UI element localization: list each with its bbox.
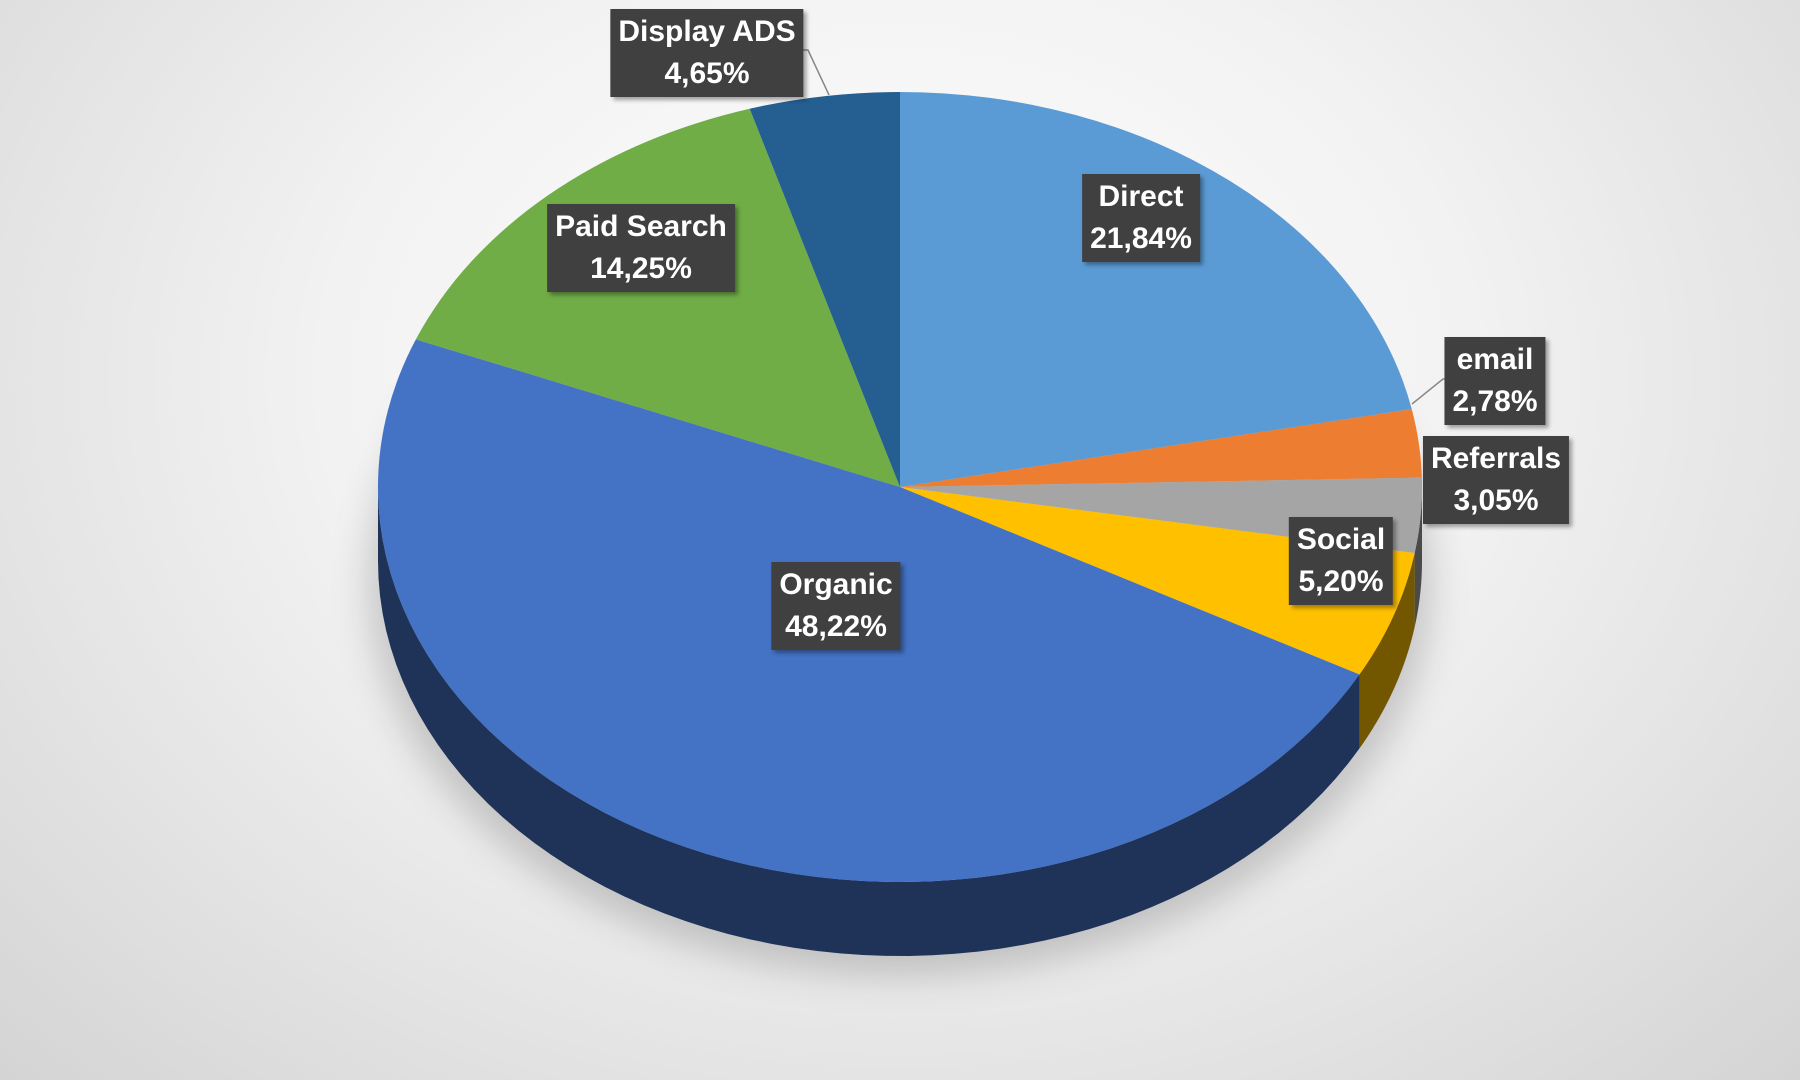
slice-email[interactable] (900, 409, 1422, 487)
data-label-value: 5,20% (1298, 565, 1384, 598)
slice-display-ads[interactable] (749, 92, 900, 487)
data-label-value: 21,84% (1090, 222, 1192, 255)
data-label-category: Paid Search (555, 210, 727, 243)
slice-side-referrals (1414, 487, 1422, 628)
data-label-paid-search: Paid Search 14,25% (547, 204, 735, 292)
data-label-category: Organic (779, 568, 893, 601)
data-label-value: 4,65% (664, 57, 750, 90)
data-label-value: 2,78% (1452, 385, 1538, 418)
data-label-category: Display ADS (618, 15, 796, 48)
slice-side-social (1359, 553, 1415, 749)
data-label-category: Referrals (1430, 442, 1562, 475)
slice-paid-search[interactable] (415, 108, 900, 488)
data-label-value: 14,25% (590, 252, 692, 285)
leader-line-display-ads (800, 49, 830, 96)
data-label-value: 3,05% (1453, 484, 1539, 517)
data-label-social: Social 5,20% (1288, 517, 1394, 605)
data-label-category: email (1456, 343, 1534, 376)
data-label-category: Social (1296, 523, 1386, 556)
leader-line-email (1411, 378, 1449, 405)
data-label-value: 48,22% (785, 610, 887, 643)
data-label-referrals: Referrals 3,05% (1422, 436, 1570, 524)
slice-side-organic (378, 487, 1360, 956)
slice-social[interactable] (900, 487, 1415, 675)
data-label-direct: Direct 21,84% (1082, 174, 1200, 262)
data-label-category: Direct (1098, 180, 1184, 213)
data-label-organic: Organic 48,22% (771, 562, 901, 650)
data-label-email: email 2,78% (1444, 337, 1546, 425)
slice-direct[interactable] (900, 92, 1412, 487)
data-label-display-ads: Display ADS 4,65% (610, 9, 804, 97)
